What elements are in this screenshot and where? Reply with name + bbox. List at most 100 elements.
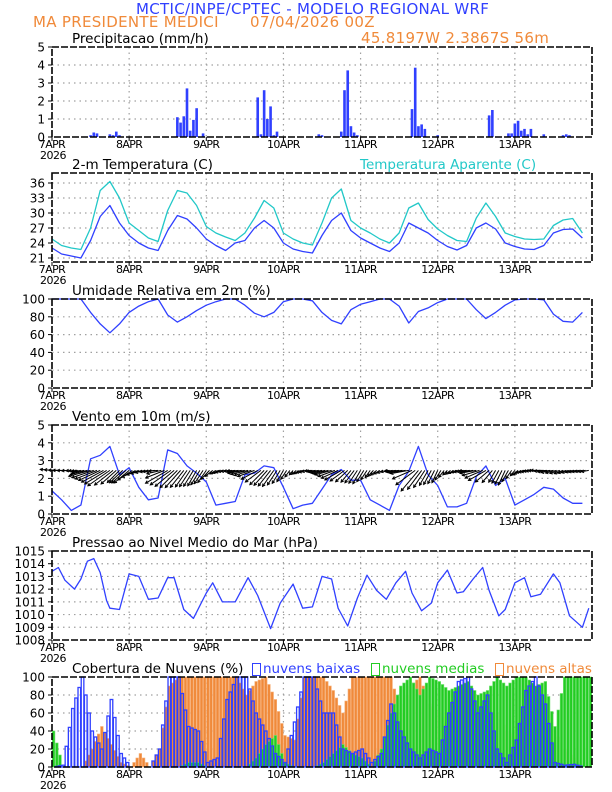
- wind-arrowhead: [391, 476, 396, 480]
- legend-high-clouds: nuvens altas: [495, 661, 592, 677]
- wind-arrowhead: [348, 480, 352, 485]
- wind-arrowhead: [400, 487, 405, 492]
- wind-arrow: [100, 470, 117, 485]
- wind-arrow: [106, 470, 120, 483]
- precip-bar: [201, 133, 205, 137]
- wind-arrowhead: [276, 478, 280, 483]
- wind-arrowhead: [125, 472, 130, 476]
- legend-swatch-high: [495, 662, 504, 676]
- y-tick-label: 30: [30, 207, 45, 221]
- y-tick-label: 100: [22, 671, 45, 685]
- wind-arrowhead: [360, 476, 364, 481]
- x-tick-label: 13APR: [498, 768, 532, 781]
- x-tick-label: 11APR: [344, 138, 378, 151]
- wind-arrowhead: [372, 471, 377, 475]
- wind-arrowhead: [329, 478, 334, 482]
- wind-arrowhead: [144, 475, 149, 479]
- apparent-temp-legend: Temperatura Aparente (C): [360, 157, 537, 173]
- wind-arrowhead: [233, 472, 238, 477]
- wind-arrowhead: [431, 479, 435, 484]
- high-cloud-bar: [142, 757, 146, 768]
- x-tick-label: 7APR: [39, 138, 66, 151]
- wind-arrowhead: [284, 473, 288, 478]
- wind-arrowhead: [65, 468, 70, 473]
- wind-arrowhead: [567, 469, 572, 474]
- wind-arrowhead: [134, 470, 139, 475]
- precip-bar: [519, 130, 523, 137]
- x-tick-label: 10APR: [267, 138, 301, 151]
- precip-bar: [266, 119, 269, 137]
- y-tick-label: 3: [37, 454, 45, 468]
- wind-arrow: [468, 469, 487, 481]
- y-tick-label: 2: [37, 95, 45, 109]
- wind-arrow: [309, 469, 323, 474]
- wind-arrowhead: [564, 469, 569, 474]
- wind-arrow: [423, 470, 432, 485]
- wind-arrowhead: [280, 476, 284, 481]
- wind-arrow: [149, 469, 172, 486]
- wind-arrowhead: [47, 468, 52, 473]
- y-tick-label: 40: [30, 725, 45, 739]
- precip-bar: [317, 134, 321, 137]
- wind-arrow: [348, 470, 358, 484]
- y-tick-label: 4: [37, 59, 45, 73]
- precip-bar: [188, 130, 192, 137]
- x-tick-label: 12APR: [421, 768, 455, 781]
- wind-arrow: [148, 469, 159, 472]
- wind-arrowhead: [226, 471, 231, 475]
- precip-bar: [346, 70, 350, 137]
- wind-arrow: [392, 469, 413, 480]
- y-tick-label: 36: [30, 177, 45, 191]
- wind-arrow: [94, 469, 114, 486]
- x-tick-label: 12APR: [421, 263, 455, 276]
- chart-header-title: MCTIC/INPE/CPTEC - MODELO REGIONAL WRF: [136, 0, 490, 18]
- x-tick-label: 9APR: [193, 389, 220, 402]
- wind-arrowhead: [220, 469, 225, 474]
- wind-arrowhead: [481, 479, 486, 484]
- wind-arrow: [360, 470, 368, 480]
- wind-arrowhead: [271, 480, 276, 485]
- precip-bar: [185, 88, 189, 137]
- wind-arrow: [284, 470, 291, 478]
- wind-arrowhead: [395, 481, 400, 486]
- wind-arrowhead: [93, 482, 98, 486]
- precip-panel-title: Precipitacao (mm/h): [72, 31, 209, 47]
- pressure-series-line: [51, 557, 590, 630]
- wind-arrowhead: [529, 468, 534, 473]
- wind-arrow: [145, 469, 168, 484]
- high-cloud-bar: [373, 676, 377, 768]
- x-tick-label: 10APR: [267, 641, 301, 654]
- wind-arrow: [465, 469, 483, 479]
- x-tick-label: 13APR: [498, 138, 532, 151]
- precip-bar: [256, 97, 260, 137]
- pressure-panel-title: Pressao ao Nivel Medio do Mar (hPa): [72, 535, 318, 551]
- y-tick-label: 1008: [14, 634, 45, 648]
- mid-cloud-bar: [501, 682, 506, 768]
- wind-arrowhead: [497, 481, 502, 486]
- y-tick-label: 0: [37, 382, 45, 396]
- y-tick-label: 1: [37, 490, 45, 504]
- wind-arrowhead: [553, 471, 558, 475]
- wind-arrowhead: [74, 476, 79, 480]
- mid-cloud-bar: [418, 694, 422, 768]
- low-cloud-bar: [67, 726, 72, 768]
- wind-arrowhead: [452, 469, 457, 474]
- wind-arrowhead: [434, 476, 438, 481]
- wind-arrowhead: [187, 482, 191, 487]
- wind-arrow: [113, 470, 130, 484]
- rh-panel: 0 20 40 60 80 100 7APR 8APR 9APR 10APR 11APR 12APR 1…: [22, 293, 593, 413]
- y-tick-label: 0: [37, 508, 45, 522]
- panel-frame: [51, 676, 593, 768]
- wind-arrow: [494, 470, 503, 485]
- precip-bar: [436, 135, 440, 137]
- y-tick-label: 20: [30, 743, 45, 757]
- precip-bar: [262, 90, 266, 137]
- wind-arrowhead: [208, 471, 213, 475]
- wind-arrowhead: [514, 470, 520, 474]
- temp-series-line: [51, 180, 583, 251]
- wind-arrowhead: [169, 484, 174, 489]
- wind-arrowhead: [513, 471, 517, 475]
- wind-arrow: [193, 470, 204, 484]
- wind-arrow: [169, 470, 185, 488]
- high-cloud-bar: [138, 753, 142, 768]
